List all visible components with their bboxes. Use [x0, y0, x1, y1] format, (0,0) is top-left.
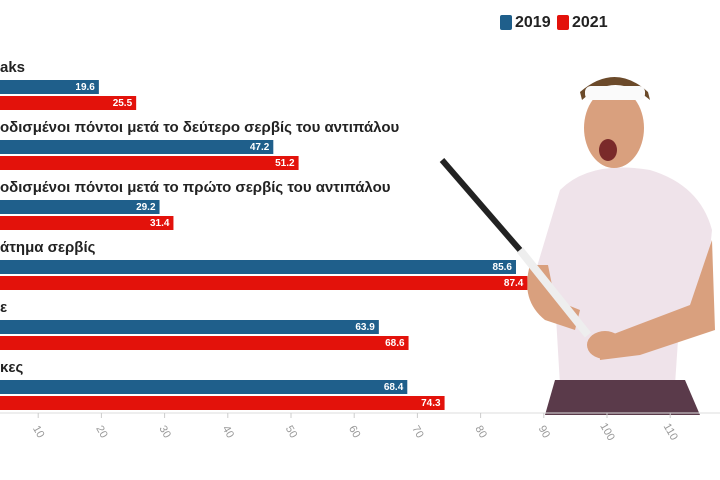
bar: [0, 396, 445, 410]
category-label: οδισμένοι πόντοι μετά το δεύτερο σερβίς …: [0, 119, 399, 136]
value-label: 25.5: [113, 98, 133, 109]
bar: [0, 380, 408, 394]
x-tick-label: 10: [30, 424, 47, 441]
bar: [0, 156, 299, 170]
value-label: 63.9: [355, 322, 375, 333]
x-tick-label: 40: [220, 424, 237, 441]
x-tick-label: 90: [536, 424, 553, 441]
value-label: 68.6: [385, 338, 405, 349]
value-label: 47.2: [250, 142, 270, 153]
x-tick-label: 70: [409, 424, 426, 441]
bar: [0, 216, 174, 230]
x-tick-label: 20: [93, 424, 110, 441]
value-label: 87.4: [504, 278, 524, 289]
x-tick-label: 60: [346, 424, 363, 441]
value-label: 85.6: [493, 262, 513, 273]
value-label: 51.2: [275, 158, 295, 169]
value-label: 74.3: [421, 398, 441, 409]
legend-swatch: [557, 15, 569, 30]
bar: [0, 80, 99, 94]
legend-label: 2019: [515, 14, 551, 31]
bar: [0, 96, 137, 110]
bar: [0, 200, 160, 214]
category-label: aks: [0, 59, 25, 76]
legend-label: 2021: [572, 14, 608, 31]
value-label: 29.2: [136, 202, 156, 213]
bar: [0, 260, 516, 274]
value-label: 68.4: [384, 382, 404, 393]
x-tick-label: 100: [597, 421, 617, 443]
category-label: κες: [0, 359, 23, 376]
x-tick-label: 110: [661, 421, 680, 442]
category-label: οδισμένοι πόντοι μετά το πρώτο σερβίς το…: [0, 179, 391, 196]
x-tick-label: 30: [156, 424, 173, 441]
x-tick-label: 80: [472, 424, 489, 441]
bar: [0, 320, 379, 334]
legend: 2019 2021: [500, 14, 608, 31]
x-tick-label: 50: [283, 424, 300, 441]
bar: [0, 336, 409, 350]
category-label: ε: [0, 299, 7, 316]
bar: [0, 140, 274, 154]
value-label: 31.4: [150, 218, 170, 229]
category-label: άτημα σερβίς: [0, 239, 96, 256]
player-photo: [439, 77, 715, 415]
legend-swatch: [500, 15, 512, 30]
value-label: 19.6: [75, 82, 95, 93]
bar: [0, 276, 528, 290]
